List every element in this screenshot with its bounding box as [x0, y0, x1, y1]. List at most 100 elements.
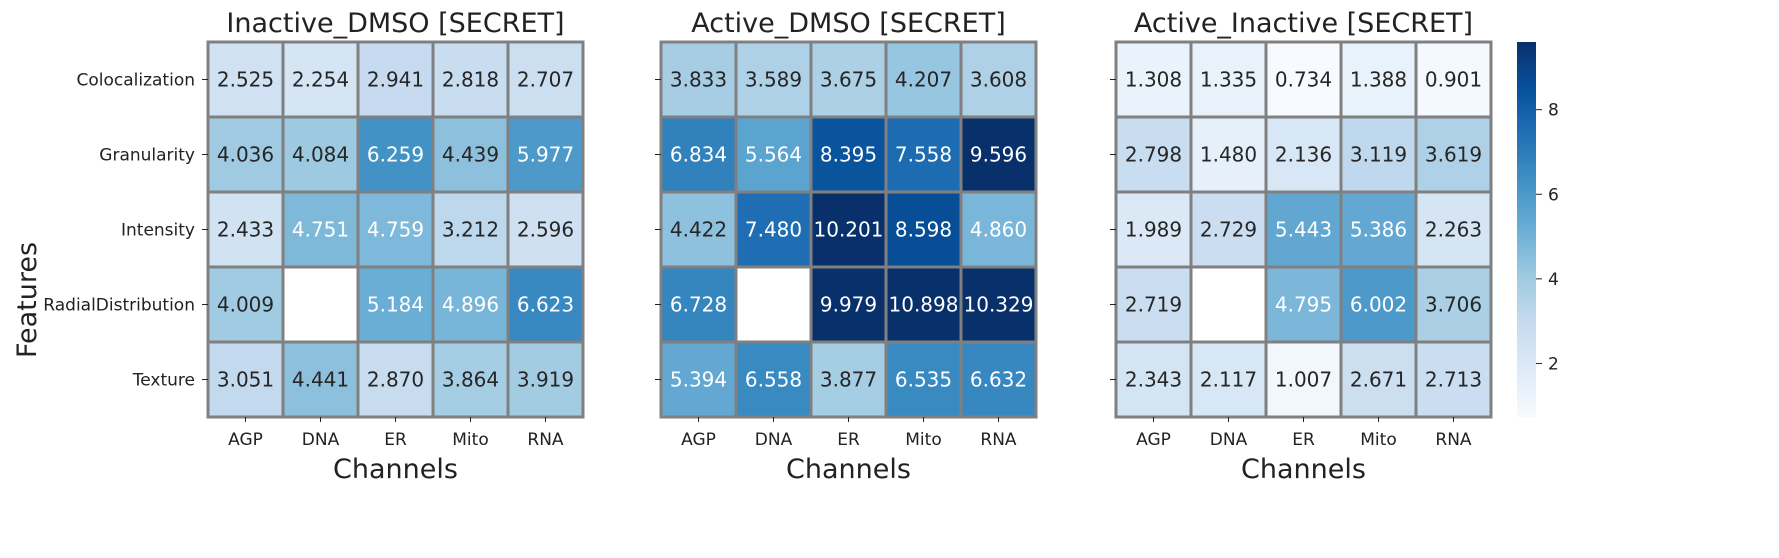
cell-value-label: 3.589: [745, 68, 802, 92]
cell-value-label: 3.833: [670, 68, 727, 92]
cell-value-label: 3.864: [442, 368, 499, 392]
cell-value-label: 4.860: [970, 218, 1027, 242]
cell-value-label: 3.877: [820, 368, 877, 392]
heatmap-cell: [356, 265, 435, 344]
cell-value-label: 7.480: [745, 218, 802, 242]
cell-value-label: 4.439: [442, 143, 499, 167]
cell-value-label: 1.388: [1350, 68, 1407, 92]
x-tick-label: DNA: [755, 430, 793, 450]
y-tick-label: Texture: [132, 371, 195, 391]
heatmap-cell-empty: [281, 265, 360, 344]
heatmap-cell: [884, 265, 963, 344]
heatmap-cell-empty: [1189, 265, 1268, 344]
heatmap-cell: [884, 115, 963, 194]
cell-value-label: 2.870: [367, 368, 424, 392]
cell-value-label: 2.941: [367, 68, 424, 92]
x-tick-label: ER: [384, 430, 407, 450]
cell-value-label: 2.671: [1350, 368, 1407, 392]
y-tick-label: Intensity: [121, 221, 195, 241]
cell-value-label: 5.386: [1350, 218, 1407, 242]
heatmap-cell: [1114, 40, 1193, 119]
heatmap-cell: [1189, 115, 1268, 194]
x-tick-label: RNA: [527, 430, 564, 450]
cell-value-label: 10.329: [964, 293, 1034, 317]
cell-value-label: 2.525: [217, 68, 274, 92]
y-tick-label: Granularity: [99, 146, 195, 166]
x-tick-label: AGP: [681, 430, 716, 450]
cell-value-label: 5.394: [670, 368, 727, 392]
heatmap-cell: [1414, 190, 1493, 269]
cell-value-label: 10.898: [889, 293, 959, 317]
panel-title: Inactive_DMSO [SECRET]: [226, 8, 564, 39]
x-tick-label: DNA: [1210, 430, 1248, 450]
heatmap-cell: [1264, 115, 1343, 194]
heatmap-cell: [1339, 115, 1418, 194]
cell-value-label: 9.596: [970, 143, 1027, 167]
cell-value-label: 3.608: [970, 68, 1027, 92]
heatmap-cell: [356, 115, 435, 194]
cell-value-label: 5.564: [745, 143, 802, 167]
heatmap-cell: [1414, 115, 1493, 194]
heatmap-cell: [506, 115, 585, 194]
heatmap-panel: Inactive_DMSO [SECRET] 2.525 2.254 2.941 2.8…: [202, 8, 585, 485]
cell-value-label: 6.632: [970, 368, 1027, 392]
y-axis-label: Features: [12, 242, 43, 358]
cell-value-label: 2.136: [1275, 143, 1332, 167]
cell-value-label: 3.706: [1425, 293, 1482, 317]
cell-value-label: 0.734: [1275, 68, 1332, 92]
cell-value-label: 3.619: [1425, 143, 1482, 167]
cell-value-label: 6.002: [1350, 293, 1407, 317]
x-tick-label: Mito: [1360, 430, 1396, 450]
heatmap-cell: [431, 190, 510, 269]
cell-value-label: 9.979: [820, 293, 877, 317]
heatmap-cell: [809, 190, 888, 269]
cell-value-label: 2.254: [292, 68, 349, 92]
heatmap-cell: [1264, 265, 1343, 344]
cell-value-label: 4.759: [367, 218, 424, 242]
cell-value-label: 2.433: [217, 218, 274, 242]
cell-value-label: 3.212: [442, 218, 499, 242]
x-tick-label: ER: [1292, 430, 1315, 450]
cell-value-label: 7.558: [895, 143, 952, 167]
colorbar-gradient: [1517, 42, 1536, 417]
heatmap-cell: [1414, 40, 1493, 119]
x-tick-label: RNA: [1435, 430, 1472, 450]
heatmap-cell: [506, 340, 585, 419]
cell-value-label: 2.729: [1200, 218, 1257, 242]
heatmap-panel: Active_DMSO [SECRET] 3.833 3.589 3.675 4.207…: [655, 8, 1038, 485]
cell-value-label: 2.713: [1425, 368, 1482, 392]
cell-value-label: 4.795: [1275, 293, 1332, 317]
cell-value-label: 2.117: [1200, 368, 1257, 392]
x-axis-label: Channels: [1241, 454, 1366, 485]
x-axis-label: Channels: [333, 454, 458, 485]
heatmap-cell: [1339, 265, 1418, 344]
cell-value-label: 3.675: [820, 68, 877, 92]
heatmap-cell: [281, 190, 360, 269]
cell-value-label: 3.051: [217, 368, 274, 392]
cell-value-label: 1.007: [1275, 368, 1332, 392]
cell-value-label: 4.207: [895, 68, 952, 92]
cell-value-label: 1.308: [1125, 68, 1182, 92]
x-tick-label: AGP: [228, 430, 263, 450]
heatmap-cell: [206, 340, 285, 419]
cell-value-label: 4.422: [670, 218, 727, 242]
heatmap-cell: [1339, 340, 1418, 419]
cell-value-label: 5.443: [1275, 218, 1332, 242]
panel-title: Active_DMSO [SECRET]: [691, 8, 1006, 39]
cell-value-label: 8.598: [895, 218, 952, 242]
heatmap-cell: [506, 265, 585, 344]
row-labels: Colocalization Granularity Intensity Radial…: [43, 71, 195, 391]
y-tick-label: RadialDistribution: [43, 296, 195, 316]
cell-value-label: 5.977: [517, 143, 574, 167]
y-tick-label: Colocalization: [76, 71, 195, 91]
heatmap-cell: [884, 40, 963, 119]
cell-value-label: 6.535: [895, 368, 952, 392]
cell-value-label: 1.480: [1200, 143, 1257, 167]
cell-value-label: 5.184: [367, 293, 424, 317]
cell-value-label: 6.623: [517, 293, 574, 317]
cell-value-label: 2.263: [1425, 218, 1482, 242]
heatmap-cell: [959, 40, 1038, 119]
cell-value-label: 0.901: [1425, 68, 1482, 92]
cell-value-label: 4.896: [442, 293, 499, 317]
cell-value-label: 4.441: [292, 368, 349, 392]
